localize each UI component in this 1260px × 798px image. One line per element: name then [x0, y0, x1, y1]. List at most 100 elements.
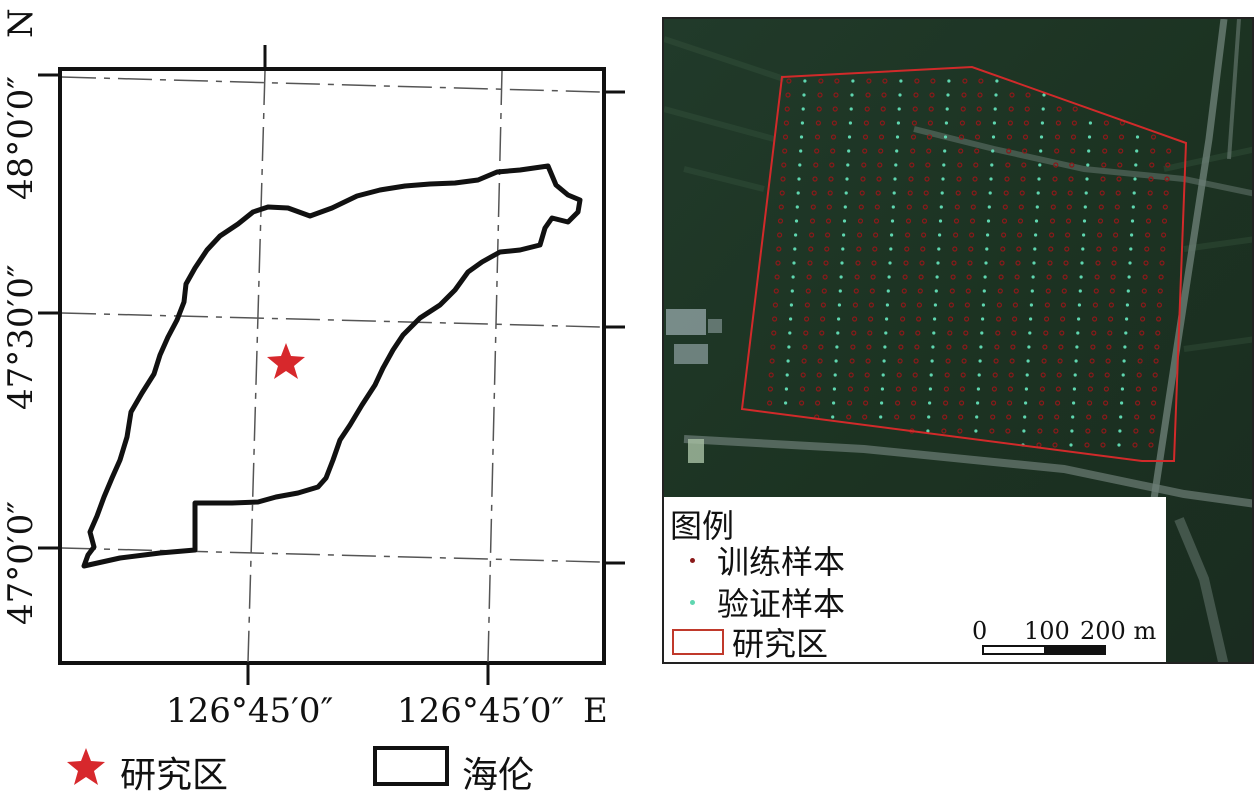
validation-sample-point: [836, 331, 840, 335]
training-sample-point: [1116, 176, 1122, 182]
training-sample-point: [1005, 162, 1011, 168]
training-sample-point: [911, 386, 917, 392]
training-sample-point: [1141, 288, 1147, 294]
training-sample-point: [1113, 218, 1120, 224]
validation-sample-point: [1075, 345, 1079, 349]
training-sample-point: [966, 274, 972, 280]
validation-sample-point: [791, 275, 795, 279]
training-sample-point: [948, 302, 954, 308]
validation-sample-point: [795, 205, 799, 209]
validation-sample-point: [1078, 289, 1082, 293]
training-sample-point: [1013, 288, 1019, 294]
validation-sample-point: [1034, 233, 1038, 237]
validation-sample-point: [1072, 387, 1076, 391]
training-sample-point: [921, 218, 928, 224]
training-sample-point: [920, 246, 926, 252]
validation-sample-point: [929, 373, 933, 377]
training-sample-point: [917, 288, 923, 294]
validation-sample-point: [1028, 331, 1032, 335]
training-sample-point: [1157, 288, 1163, 294]
training-sample-point: [1051, 190, 1057, 196]
validation-sample-point: [1083, 205, 1087, 209]
training-sample-point: [962, 78, 968, 84]
training-sample-point: [1092, 316, 1098, 322]
training-sample-point: [928, 106, 934, 112]
training-sample-point: [1068, 176, 1074, 182]
training-sample-point: [1007, 120, 1013, 126]
validation-sample-point: [885, 303, 889, 307]
training-sample-point: [1134, 414, 1140, 420]
validation-sample-point: [940, 191, 944, 195]
validation-sample-point: [842, 219, 847, 223]
training-sample-point: [961, 92, 967, 98]
validation-sample-point: [792, 261, 796, 265]
training-sample-point: [968, 246, 974, 252]
validation-sample-point: [1087, 149, 1091, 153]
graticule-ticks: [38, 45, 625, 685]
training-sample-point: [774, 274, 780, 280]
training-sample-point: [1020, 176, 1026, 182]
validation-sample-point: [1029, 303, 1033, 307]
training-sample-point: [995, 330, 1001, 336]
training-sample-point: [862, 134, 869, 140]
validation-sample-point: [938, 219, 943, 223]
training-sample-point: [971, 190, 977, 196]
validation-sample-point: [895, 135, 900, 139]
validation-sample-point: [975, 415, 979, 419]
training-sample-point: [781, 162, 787, 168]
validation-sample-point: [794, 233, 798, 237]
validation-sample-point: [897, 107, 901, 111]
validation-sample-point: [978, 359, 982, 363]
training-sample-point: [976, 106, 982, 112]
training-sample-point: [1163, 190, 1169, 196]
training-sample-point: [1156, 316, 1162, 322]
training-sample-point: [944, 372, 950, 378]
training-sample-point: [799, 400, 805, 406]
sample-points: [766, 78, 1172, 448]
legend-title: 图例: [670, 507, 735, 545]
training-sample-point: [991, 400, 997, 406]
overview-map-frame: [58, 67, 606, 665]
validation-sample-point: [880, 387, 884, 391]
training-sample-point: [879, 120, 885, 126]
validation-sample-point: [985, 247, 989, 251]
legend-row-study-area: 研究区: [672, 619, 828, 665]
training-sample-point: [1022, 148, 1028, 154]
training-sample-point: [825, 232, 831, 238]
training-sample-point: [779, 190, 785, 196]
validation-sample-point: [991, 135, 996, 139]
training-sample-point: [913, 92, 919, 98]
overview-map-graphics: [38, 45, 625, 685]
validation-sample-point: [890, 219, 895, 223]
training-sample-point: [916, 302, 922, 308]
training-sample-point: [1049, 232, 1055, 238]
training-sample-point: [910, 134, 917, 140]
validation-sample-point: [1130, 233, 1134, 237]
training-sample-point: [1139, 330, 1145, 336]
lat-label-47-30: 47°30′0″: [1, 264, 41, 410]
training-sample-point: [1021, 162, 1027, 168]
validation-sample-point: [981, 303, 985, 307]
training-sample-point: [1059, 330, 1065, 336]
training-sample-point: [908, 176, 914, 182]
training-sample-point: [951, 260, 957, 266]
validation-sample-point: [1079, 275, 1083, 279]
training-sample-point: [1148, 442, 1154, 448]
training-sample-point: [919, 260, 925, 266]
validation-sample-point: [1039, 135, 1044, 139]
training-sample-point: [1089, 358, 1095, 364]
training-sample-point: [877, 162, 883, 168]
training-sample-point: [1161, 218, 1168, 224]
training-sample-point: [833, 92, 839, 98]
training-sample-point: [946, 344, 952, 350]
training-sample-point: [847, 400, 853, 406]
training-sample-point: [1103, 386, 1109, 392]
training-sample-point: [851, 330, 857, 336]
validation-sample-point: [928, 387, 932, 391]
validation-sample-point: [881, 373, 885, 377]
training-sample-point: [1165, 162, 1171, 168]
training-sample-point: [914, 78, 920, 84]
training-sample-point: [1158, 274, 1164, 280]
validation-sample-point: [1077, 303, 1081, 307]
training-sample-point: [898, 344, 904, 350]
